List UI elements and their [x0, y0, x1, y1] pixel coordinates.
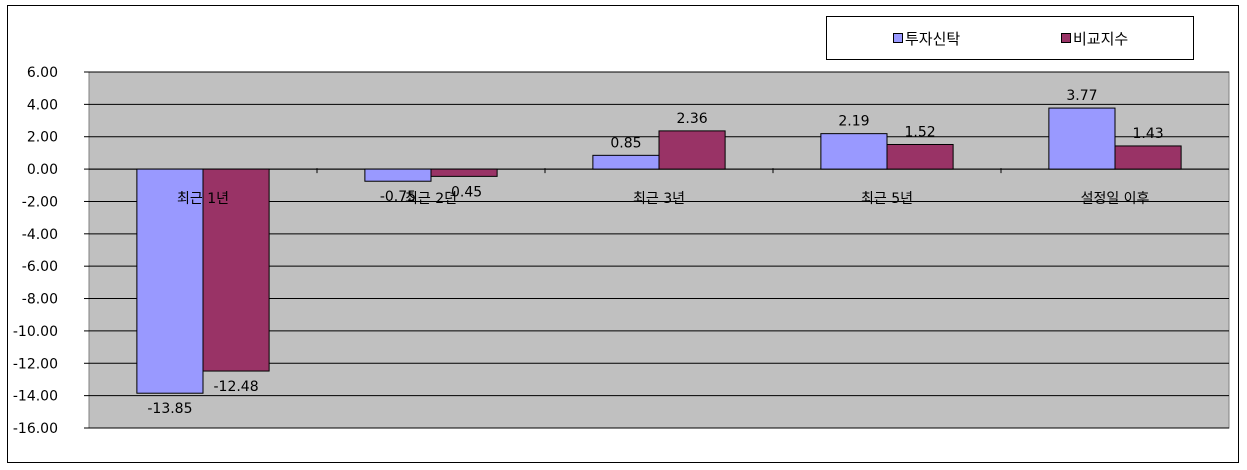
y-tick-label: -16.00: [13, 421, 58, 437]
legend-swatch-icon: [1061, 33, 1071, 43]
y-tick-label: -6.00: [22, 259, 58, 275]
data-label: 1.52: [904, 124, 935, 140]
category-label: 설정일 이후: [1081, 191, 1150, 207]
data-labels: -13.85 -12.48 -0.75 -0.45 0.85 2.36 2.19 1.52 3.…: [147, 88, 1163, 417]
bars: [136, 107, 1182, 394]
legend-item-series-2: 비교지수: [1061, 28, 1128, 49]
data-label: 3.77: [1066, 88, 1097, 104]
y-tick-label: -2.00: [22, 194, 58, 210]
y-tick-label: 2.00: [27, 130, 58, 146]
y-tick-label: -10.00: [13, 324, 58, 340]
y-tick-label: -8.00: [22, 292, 58, 308]
data-label: 2.36: [676, 111, 707, 127]
bar-series-1: [592, 154, 660, 170]
legend: 투자신탁 비교지수: [826, 16, 1194, 60]
bar-series-2: [658, 130, 726, 170]
legend-label: 비교지수: [1073, 30, 1129, 48]
data-label: -13.85: [147, 401, 192, 417]
y-tick-label: -4.00: [22, 227, 58, 243]
legend-label: 투자신탁: [905, 30, 961, 48]
category-label: 최근 5년: [861, 191, 913, 207]
bar-series-1: [364, 168, 432, 182]
bar-series-1: [820, 133, 888, 170]
category-label: 최근 2년: [405, 191, 457, 207]
data-label: -0.45: [446, 184, 482, 200]
data-label: -0.75: [380, 189, 416, 205]
data-label: 1.43: [1132, 126, 1163, 142]
data-label: 0.85: [610, 135, 641, 151]
y-tick-label: 0.00: [27, 162, 58, 178]
data-label: 2.19: [838, 114, 869, 130]
bar-series-1: [136, 168, 204, 394]
y-axis-tick-labels: 6.00 4.00 2.00 0.00 -2.00 -4.00 -6.00 -8.00 -10.…: [13, 65, 58, 437]
category-label: 최근 3년: [633, 191, 685, 207]
y-tick-label: 4.00: [27, 97, 58, 113]
legend-swatch-icon: [893, 33, 903, 43]
y-tick-label: 6.00: [27, 65, 58, 81]
bar-series-2: [202, 168, 270, 372]
bar-series-2: [430, 168, 498, 177]
data-label: -12.48: [213, 379, 258, 395]
category-label: 최근 1년: [177, 191, 229, 207]
y-tick-label: -14.00: [13, 389, 58, 405]
bar-series-2: [1114, 145, 1182, 170]
gridlines: [84, 71, 1229, 429]
bar-series-2: [886, 143, 954, 170]
y-tick-label: -12.00: [13, 356, 58, 372]
legend-item-series-1: 투자신탁: [893, 28, 960, 49]
bar-series-1: [1048, 107, 1116, 170]
category-labels: 최근 1년 최근 2년 최근 3년 최근 5년 설정일 이후: [177, 191, 1150, 207]
